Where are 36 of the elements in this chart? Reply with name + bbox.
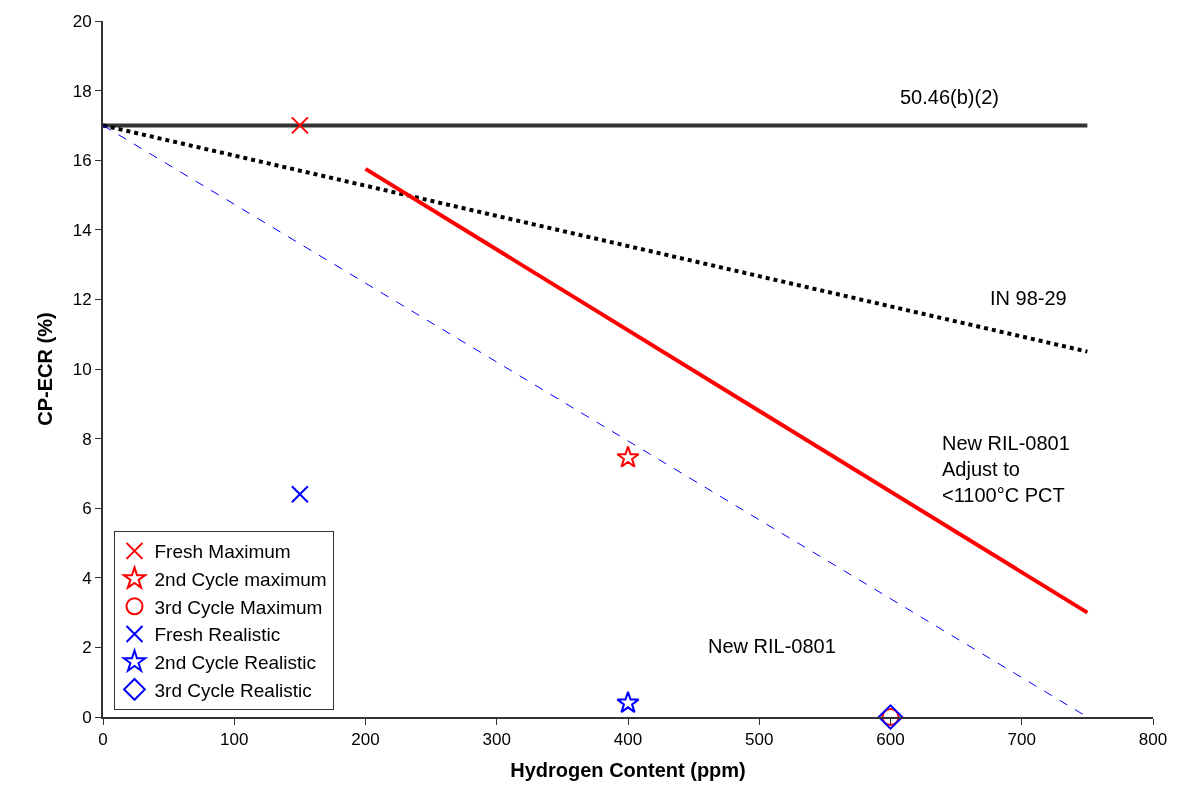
x-tick-label: 0 [98,730,108,750]
series-label: 50.46(b)(2) [900,86,999,108]
x-tick-label: 800 [1138,730,1168,750]
y-axis-title: CP-ECR (%) [33,312,56,426]
text: New RIL-0801 [708,635,836,657]
x-tick-label: 200 [351,730,380,750]
y-tick-label: 2 [82,638,92,658]
series-label: IN 98-29 [990,287,1067,309]
y-tick-label: 4 [82,568,92,588]
series-label: New RIL-0801 Adjust to <1100°C PCT [942,432,1070,506]
y-tick-label: 0 [82,707,92,727]
legend-label: Fresh Realistic [154,624,281,646]
point [616,445,640,468]
x-tick-label: 300 [482,730,511,750]
y-tick-label: 10 [72,359,92,379]
y-tick-label: 16 [72,151,92,171]
legend-label: 2nd Cycle Realistic [154,652,317,674]
x-tick-label: 600 [876,730,905,750]
legend-label: 2nd Cycle maximum [154,569,327,590]
y-tick-label: 12 [72,290,92,310]
legend-label: 3rd Cycle Realistic [154,679,312,701]
x-axis-title: Hydrogen Content (ppm) [510,759,746,782]
x-tick-label: 400 [613,730,643,750]
y-tick-label: 18 [72,81,92,101]
x-tick-label: 500 [745,730,774,750]
legend-label: Fresh Maximum [154,541,291,563]
y-tick-label: 14 [72,220,92,240]
legend-label: 3rd Cycle Maximum [154,596,323,618]
point [290,116,309,135]
y-tick-label: 20 [72,11,92,31]
point [290,485,309,504]
y-tick-label: 8 [82,429,92,449]
point [616,690,640,714]
x-tick-label: 100 [220,730,249,750]
x-tick-label: 700 [1007,730,1036,750]
y-tick-label: 6 [82,499,92,519]
